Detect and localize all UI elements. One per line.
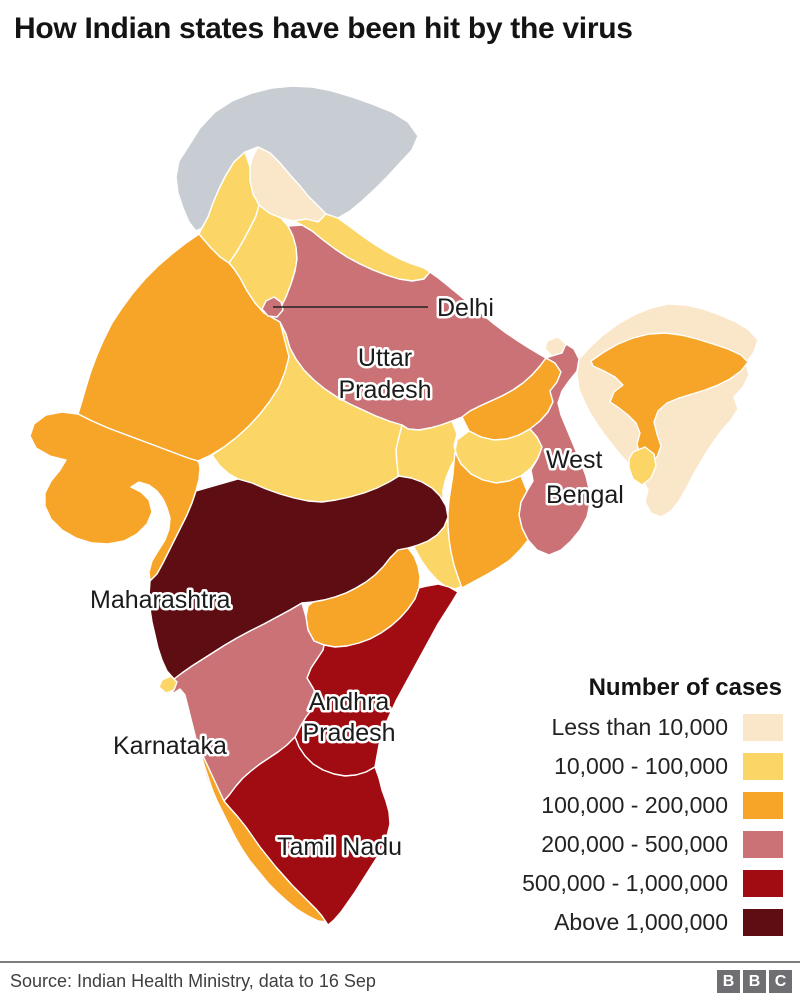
legend-row: 10,000 - 100,000 [443, 753, 783, 780]
legend-label: 500,000 - 1,000,000 [522, 870, 728, 896]
label-uttar-pradesh-line2: Pradesh [338, 376, 431, 404]
label-karnataka: Karnataka [113, 732, 227, 760]
legend-row: 200,000 - 500,000 [443, 831, 783, 858]
legend-swatch-cat1 [743, 714, 783, 741]
bbc-logo: B B C [717, 970, 792, 993]
legend-swatch-cat6 [743, 909, 783, 936]
legend-label: 200,000 - 500,000 [541, 831, 728, 857]
legend-swatch-cat4 [743, 831, 783, 858]
state-rajasthan [77, 233, 291, 462]
footer: Source: Indian Health Ministry, data to … [0, 961, 800, 993]
label-west-bengal-line1: West [546, 446, 603, 474]
legend-swatch-cat2 [743, 753, 783, 780]
state-goa [158, 675, 178, 694]
source-text: Source: Indian Health Ministry, data to … [10, 971, 376, 991]
legend-swatch-cat5 [743, 870, 783, 897]
bbc-logo-letter: B [717, 970, 740, 993]
legend-row: Less than 10,000 [443, 714, 783, 741]
legend-row: 500,000 - 1,000,000 [443, 870, 783, 897]
label-andhra-pradesh-line2: Pradesh [302, 719, 395, 747]
bbc-logo-letter: B [743, 970, 766, 993]
label-delhi: Delhi [437, 294, 494, 322]
state-assam [590, 332, 749, 464]
state-tamil-nadu [223, 736, 391, 926]
state-tripura [628, 446, 657, 486]
state-delhi [261, 296, 284, 318]
legend-label: Less than 10,000 [551, 714, 728, 740]
state-west-bengal [518, 343, 591, 556]
label-andhra-pradesh-line1: Andhra [309, 688, 390, 716]
state-odisha [447, 451, 529, 589]
bbc-logo-letter: C [769, 970, 792, 993]
legend-swatch-cat3 [743, 792, 783, 819]
legend-label: 100,000 - 200,000 [541, 792, 728, 818]
label-west-bengal-line2: Bengal [546, 481, 624, 509]
legend: Number of cases Less than 10,000 10,000 … [443, 674, 783, 948]
legend-row: 100,000 - 200,000 [443, 792, 783, 819]
page-title: How Indian states have been hit by the v… [14, 12, 633, 45]
legend-title: Number of cases [588, 674, 782, 701]
state-karnataka [168, 602, 325, 802]
legend-label: Above 1,000,000 [554, 909, 728, 935]
label-uttar-pradesh-line1: Uttar [358, 344, 412, 372]
legend-label: 10,000 - 100,000 [554, 753, 728, 779]
label-tamil-nadu: Tamil Nadu [277, 833, 402, 861]
legend-row: Above 1,000,000 [443, 909, 783, 936]
label-maharashtra: Maharashtra [90, 586, 230, 614]
